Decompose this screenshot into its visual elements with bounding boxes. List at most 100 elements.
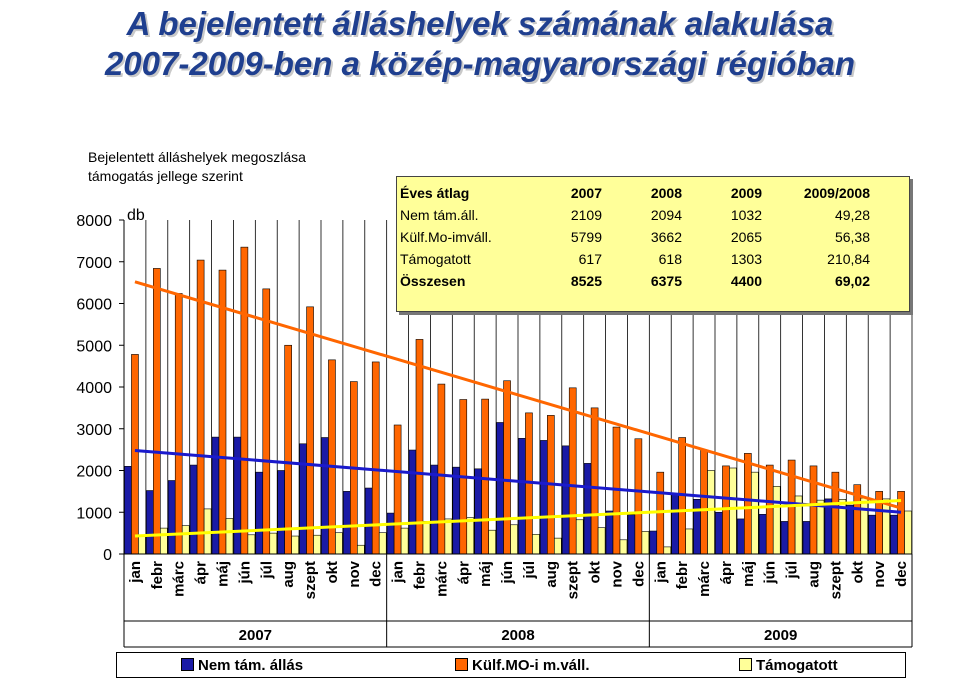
bar-tamogatott (181, 525, 190, 555)
bar-tamogatott (641, 531, 650, 555)
bar-kulf (393, 424, 402, 555)
bar-kulf (306, 306, 314, 555)
x-tick-label: márc (433, 561, 450, 597)
legend-label-tamogatott: Támogatott (756, 657, 838, 674)
bar-nem-tam (167, 480, 176, 555)
table-cell: 56,38 (834, 229, 870, 245)
bar-tamogatott (554, 537, 562, 555)
bar-tamogatott (729, 467, 737, 555)
x-tick-label: máj (740, 561, 757, 587)
table-cell: Külf.Mo-imváll. (400, 229, 492, 245)
x-tick-label: dec (630, 561, 647, 587)
bar-nem-tam (343, 491, 351, 555)
bar-kulf (262, 288, 271, 555)
title-line-2: 2007-2009-ben a közép-magyarországi régi… (104, 45, 856, 82)
bar-tamogatott (619, 539, 628, 555)
bar-nem-tam (715, 511, 723, 555)
bar-nem-tam (189, 464, 198, 555)
bar-nem-tam (627, 514, 636, 555)
bar-kulf (284, 344, 292, 555)
table-cell: Összesen (400, 273, 466, 289)
bar-tamogatott (510, 524, 518, 555)
bar-nem-tam (540, 440, 548, 555)
x-tick-label: júl (521, 561, 538, 580)
x-tick-label: szept (827, 561, 844, 599)
chart-subtitle-line-1: Bejelentett álláshelyek megoszlása (88, 149, 306, 165)
bar-tamogatott (575, 519, 584, 555)
bar-nem-tam (430, 464, 439, 555)
x-tick-label: ápr (718, 561, 735, 585)
year-label: 2009 (764, 627, 797, 644)
bar-nem-tam (452, 466, 461, 555)
bar-nem-tam (233, 436, 242, 555)
bar-tamogatott (225, 518, 234, 555)
bar-nem-tam (124, 466, 132, 555)
bar-tamogatott (882, 498, 890, 555)
x-tick-label: jún (762, 561, 779, 585)
bar-nem-tam (496, 422, 504, 555)
chart-title: A bejelentett álláshelyek számának alaku… (0, 4, 960, 84)
x-tick-label: febr (412, 561, 429, 590)
bar-tamogatott (422, 521, 431, 555)
legend-item-nem-tam: Nem tám. állás (181, 657, 303, 674)
bar-kulf (809, 465, 818, 555)
bar-tamogatott (138, 535, 146, 555)
y-tick-label: 0 (103, 547, 112, 564)
bar-kulf (503, 380, 511, 555)
legend-label-kulf: Külf.MO-i m.váll. (472, 657, 590, 674)
trendlines (134, 280, 902, 538)
bar-tamogatott (751, 471, 759, 555)
year-label: 2008 (501, 627, 534, 644)
x-tick-label: okt (324, 561, 341, 584)
x-tick-label: máj (477, 561, 494, 587)
table-cell: 8525 (570, 273, 602, 289)
bar-kulf (744, 453, 752, 555)
x-tick-label: jan (652, 561, 669, 584)
bar-tamogatott (335, 532, 343, 555)
bar-nem-tam (649, 530, 658, 555)
y-axis-label: db (127, 207, 145, 224)
bar-tamogatott (488, 529, 496, 555)
table-header-row: Éves átlag 2007 2008 2009 2009/2008 (400, 182, 870, 204)
bar-kulf (481, 398, 489, 555)
bar-nem-tam (780, 521, 789, 555)
x-tick-label: nov (346, 560, 363, 587)
bar-nem-tam (299, 443, 307, 555)
table-cell: 3662 (650, 229, 682, 245)
bar-nem-tam (321, 437, 329, 555)
bar-nem-tam (518, 438, 526, 555)
chart-subtitle-line-2: támogatás jellege szerint (88, 168, 243, 184)
bar-tamogatott (247, 534, 256, 555)
legend-swatch-tamogatott (739, 658, 752, 671)
table-cell: 49,28 (834, 207, 870, 223)
x-tick-label: nov (609, 560, 626, 587)
table-row: Támogatott 617 618 1303 210,84 (400, 248, 870, 270)
bar-tamogatott (685, 528, 693, 555)
y-tick-label: 1000 (76, 505, 112, 522)
bar-tamogatott (444, 518, 453, 555)
bar-nem-tam (890, 514, 898, 555)
bar-tamogatott (400, 527, 409, 555)
table-cell: 618 (658, 251, 682, 267)
bar-nem-tam (758, 514, 767, 555)
legend-swatch-nem-tam (181, 658, 194, 671)
bar-kulf (328, 359, 336, 555)
x-tick-label: aug (280, 561, 297, 588)
x-tick-label: ápr (193, 561, 210, 585)
legend: Nem tám. állás Külf.MO-i m.váll. Támogat… (116, 652, 906, 678)
legend-swatch-kulf (455, 658, 468, 671)
y-tick-label: 6000 (76, 297, 112, 314)
bar-nem-tam (474, 468, 482, 555)
x-tick-label: márc (171, 561, 188, 597)
y-tick-label: 8000 (76, 213, 112, 230)
bar-nem-tam (868, 514, 876, 555)
x-tick-label: jan (390, 561, 407, 584)
table-header-cell: Éves átlag (400, 185, 470, 201)
table-cell: 69,02 (834, 273, 870, 289)
bar-nem-tam (802, 521, 811, 555)
bar-tamogatott (313, 534, 321, 555)
x-tick-label: jún (499, 561, 516, 585)
annual-average-table: Éves átlag 2007 2008 2009 2009/2008 Nem tám.á… (396, 176, 910, 312)
table-row: Összesen 8525 6375 4400 69,02 (400, 270, 870, 292)
